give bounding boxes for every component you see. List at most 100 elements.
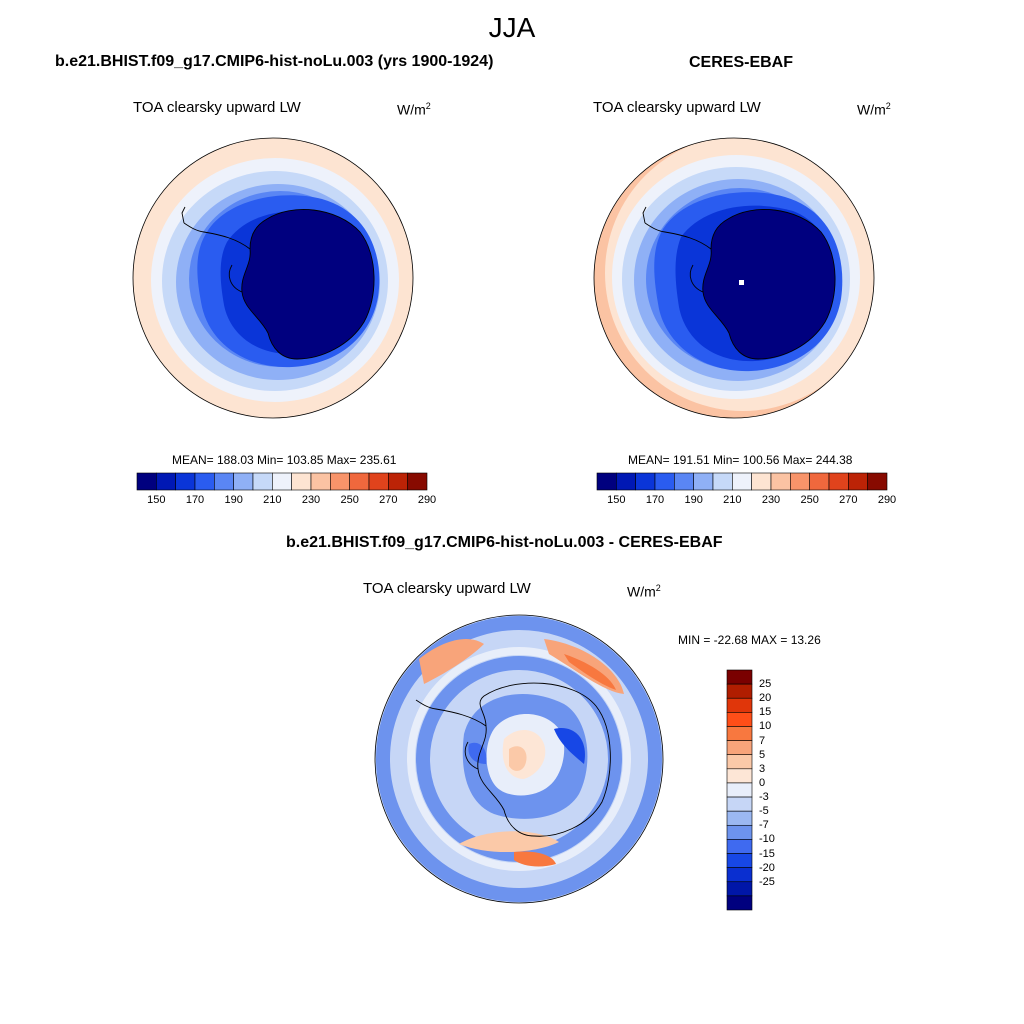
colorbar-swatch [726, 895, 753, 911]
colorbar-swatch [867, 472, 888, 491]
colorbar-tick-label: -10 [759, 833, 775, 846]
model-contour-fill [133, 138, 413, 418]
colorbar-swatch [726, 881, 753, 897]
diff-polar-map [374, 614, 664, 904]
colorbar-swatch [770, 472, 791, 491]
colorbar-swatch [693, 472, 714, 491]
colorbar-swatch [809, 472, 830, 491]
colorbar-swatch [368, 472, 389, 491]
diff-contour-fill [375, 615, 663, 903]
obs-panel-title: CERES-EBAF [689, 54, 794, 71]
colorbar-swatch [726, 839, 753, 854]
colorbar-tick-label: 25 [759, 678, 772, 691]
colorbar-swatch [726, 810, 753, 826]
colorbar-tick-label: 250 [800, 494, 819, 506]
colorbar-swatch [732, 472, 752, 491]
model-variable-label: TOA clearsky upward LW [133, 99, 301, 116]
colorbar-swatch [407, 472, 428, 491]
colorbar-swatch [726, 824, 753, 840]
colorbar-swatch [194, 472, 215, 491]
colorbar-swatch [848, 472, 868, 491]
model-colorbar-ticks: 150 170 190 210 230 250 270 290 [137, 494, 436, 508]
colorbar-swatch [616, 472, 636, 491]
model-units-label: W/m2 [397, 101, 431, 118]
diff-stats: MIN = -22.68 MAX = 13.26 [678, 633, 821, 647]
colorbar-swatch [635, 472, 656, 491]
colorbar-tick-label: -15 [759, 847, 775, 860]
model-stats: MEAN= 188.03 Min= 103.85 Max= 235.61 [172, 453, 397, 467]
obs-variable-label: TOA clearsky upward LW [593, 99, 761, 116]
colorbar-tick-label: 190 [684, 494, 703, 506]
colorbar-swatch [726, 712, 753, 727]
colorbar-swatch [790, 472, 810, 491]
diff-variable-label: TOA clearsky upward LW [363, 580, 531, 597]
model-polar-map [132, 137, 414, 419]
obs-map-boundary [593, 137, 875, 419]
colorbar-swatch [726, 697, 753, 713]
colorbar-tick-label: 270 [379, 494, 398, 506]
diff-panel-title: b.e21.BHIST.f09_g17.CMIP6-hist-noLu.003 … [286, 534, 723, 551]
colorbar-tick-label: -5 [759, 805, 769, 818]
colorbar-swatch [751, 472, 772, 491]
colorbar-tick-label: 5 [759, 748, 766, 761]
colorbar-tick-label: 150 [147, 494, 166, 506]
colorbar-tick-label: 7 [759, 734, 766, 747]
colorbar-tick-label: -25 [759, 875, 775, 888]
colorbar-tick-label: 20 [759, 692, 772, 705]
obs-stats: MEAN= 191.51 Min= 100.56 Max= 244.38 [628, 453, 853, 467]
season-title: JJA [488, 12, 536, 43]
colorbar-tick-label: 15 [759, 706, 772, 719]
model-map-boundary [132, 137, 414, 419]
obs-contour-fill [594, 138, 874, 418]
colorbar-swatch [272, 472, 292, 491]
obs-polar-map [593, 137, 875, 419]
colorbar-swatch [726, 754, 753, 770]
colorbar-tick-label: 270 [839, 494, 858, 506]
colorbar-swatch [726, 726, 753, 741]
colorbar-tick-label: 230 [301, 494, 321, 506]
obs-colorbar-ticks: 150 170 190 210 230 250 270 290 [597, 494, 896, 508]
colorbar-swatch [291, 472, 312, 491]
diff-colorbar-ticks: 25 20 15 10 7 5 3 0 -3 -5 -7 -10 -15 -20… [759, 670, 799, 910]
colorbar-swatch [330, 472, 350, 491]
colorbar-swatch [136, 472, 157, 491]
colorbar-tick-label: 230 [761, 494, 781, 506]
colorbar-tick-label: -20 [759, 861, 775, 874]
colorbar-swatch [726, 782, 753, 798]
colorbar-swatch [712, 472, 733, 491]
colorbar-swatch [726, 683, 753, 699]
colorbar-swatch [310, 472, 331, 491]
colorbar-swatch [252, 472, 273, 491]
diff-colorbar [726, 669, 753, 911]
colorbar-tick-label: 210 [263, 494, 282, 506]
model-panel-title: b.e21.BHIST.f09_g17.CMIP6-hist-noLu.003 … [55, 53, 494, 70]
colorbar-swatch [596, 472, 617, 491]
colorbar-swatch [726, 867, 753, 883]
colorbar-tick-label: -3 [759, 791, 769, 804]
colorbar-tick-label: 290 [417, 494, 437, 506]
diff-map-boundary [374, 614, 664, 904]
colorbar-swatch [726, 740, 753, 756]
obs-colorbar [596, 472, 888, 491]
colorbar-swatch [654, 472, 675, 491]
colorbar-tick-label: -7 [759, 819, 769, 832]
colorbar-swatch [674, 472, 694, 491]
diff-units-label: W/m2 [627, 583, 661, 600]
colorbar-swatch [726, 853, 753, 868]
colorbar-swatch [726, 768, 753, 784]
colorbar-tick-label: 250 [340, 494, 359, 506]
colorbar-tick-label: 170 [185, 494, 205, 506]
model-coastline [181, 206, 375, 360]
colorbar-swatch [233, 472, 254, 491]
obs-units-label: W/m2 [857, 101, 891, 118]
colorbar-tick-label: 170 [645, 494, 665, 506]
model-colorbar [136, 472, 428, 491]
colorbar-tick-label: 0 [759, 776, 766, 789]
colorbar-tick-label: 10 [759, 720, 772, 733]
colorbar-swatch [214, 472, 234, 491]
colorbar-swatch [828, 472, 849, 491]
colorbar-swatch [175, 472, 196, 491]
colorbar-swatch [156, 472, 176, 491]
obs-coastline [642, 206, 836, 360]
colorbar-tick-label: 210 [723, 494, 742, 506]
